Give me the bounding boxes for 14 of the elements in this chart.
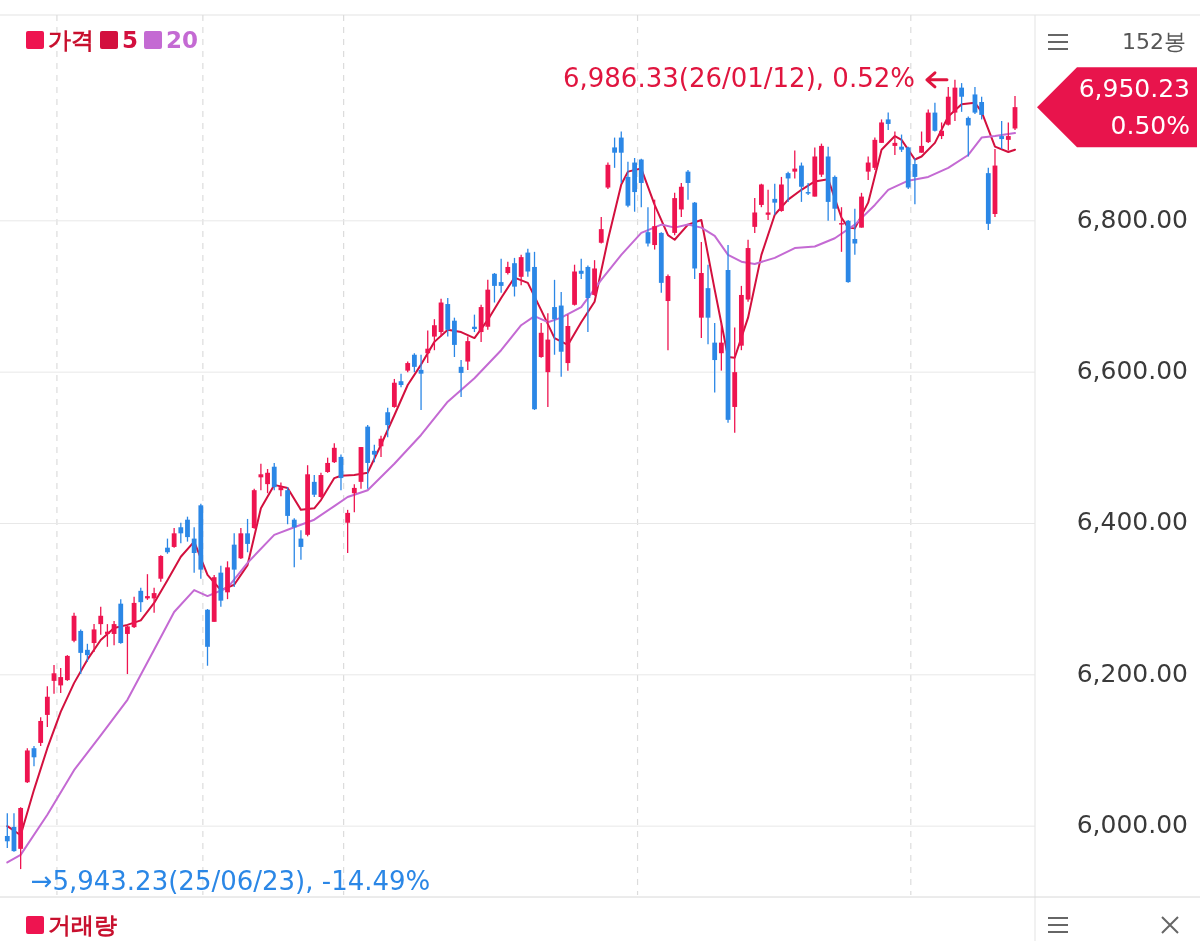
y-tick-label: 6,000.00	[1076, 810, 1188, 840]
text: 거래량	[48, 911, 117, 938]
text: 6,950.23	[1078, 74, 1190, 104]
text: 0.50%	[1110, 111, 1190, 141]
legend-label: 20	[166, 27, 199, 53]
y-tick-label: 6,800.00	[1076, 204, 1188, 234]
legend-label: 5	[122, 27, 139, 53]
y-tick-label: 6,600.00	[1076, 356, 1188, 386]
y-tick-label: 6,400.00	[1076, 507, 1188, 537]
annotation: 6,986.33(26/01/12), 0.52%	[562, 63, 915, 94]
annotation: →5,943.23(25/06/23), -14.49%	[30, 865, 431, 896]
y-tick-label: 6,200.00	[1076, 658, 1188, 688]
text: 152봉	[1122, 29, 1186, 54]
annotation: 가격	[48, 27, 94, 53]
